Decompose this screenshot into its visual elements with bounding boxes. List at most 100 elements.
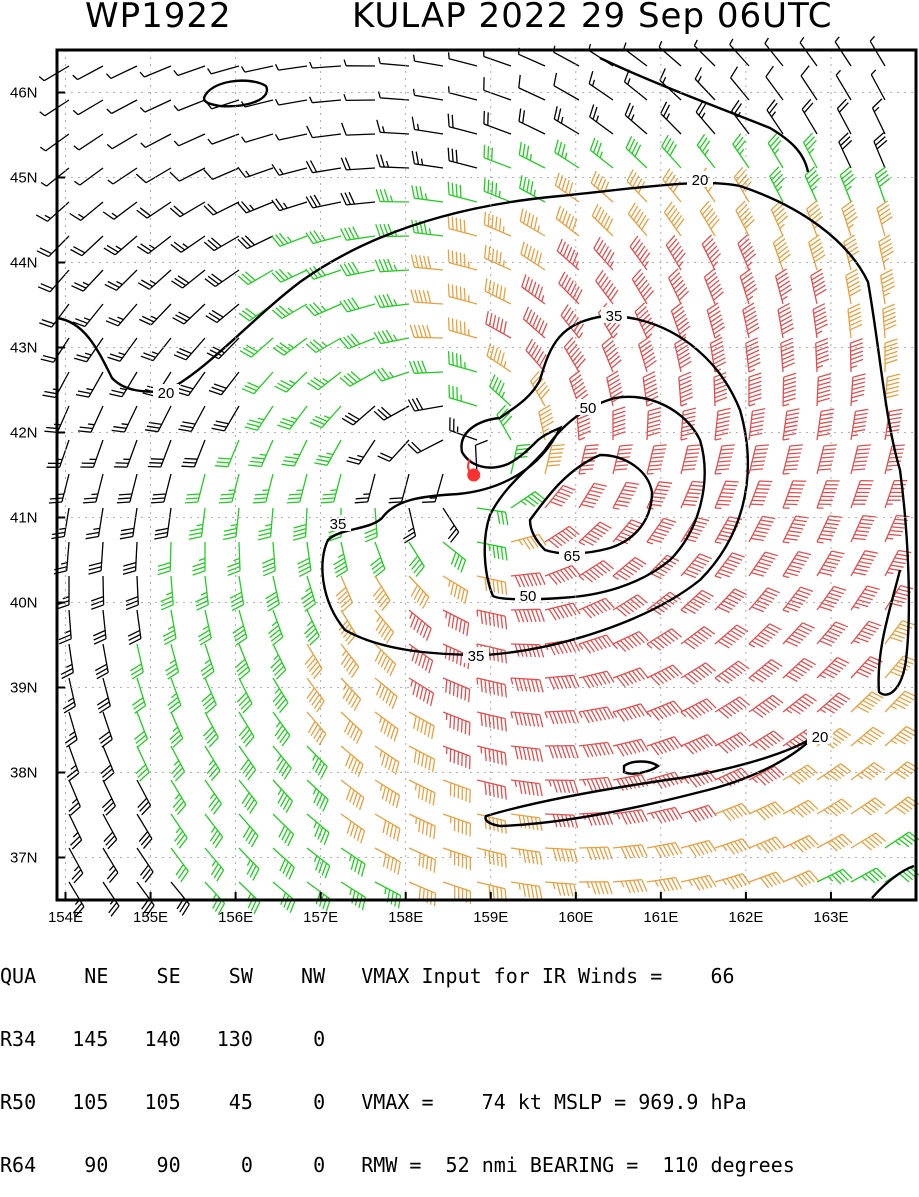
wind-barb (555, 140, 579, 168)
wind-barb (839, 133, 852, 168)
wind-barb (851, 833, 886, 850)
wind-barb (443, 712, 470, 736)
wind-barb (545, 603, 580, 620)
wind-barb (749, 872, 784, 888)
wind-barb (239, 814, 258, 847)
wind-barb (262, 542, 275, 576)
wind-barb (59, 610, 71, 644)
wind-barb (340, 334, 375, 349)
wind-barb (314, 440, 341, 465)
wind-barb (409, 576, 429, 609)
wind-barb (700, 201, 719, 236)
wind-barb (715, 804, 750, 822)
wind-barb (850, 339, 863, 372)
wind-barb (355, 474, 375, 503)
wind-barb (602, 337, 621, 372)
wind-barb (659, 41, 681, 66)
wind-barb (740, 269, 757, 304)
wind-barb (341, 780, 364, 810)
mslp-value: 969.9 (638, 1090, 698, 1114)
wind-barb (484, 145, 511, 168)
wind-barb (851, 763, 885, 780)
wind-barb (170, 202, 205, 217)
wind-barb (411, 255, 443, 271)
rmw-unit: nmi (482, 1153, 518, 1177)
wind-barb (409, 644, 433, 673)
wind-barb (409, 678, 434, 706)
wind-barb (647, 445, 667, 474)
wind-barb (817, 445, 837, 474)
wind-barb (695, 68, 715, 101)
wind-barb (61, 644, 73, 679)
wind-barb (140, 66, 171, 77)
wind-barb (783, 836, 818, 853)
wind-barb (579, 742, 613, 757)
contour-label: 35 (606, 308, 623, 325)
wind-barb (287, 474, 307, 503)
wind-barb (746, 338, 761, 372)
wind-barb (817, 587, 846, 611)
wind-barb (477, 746, 506, 766)
wind-barb (409, 882, 436, 906)
wind-barb (215, 440, 239, 467)
wind-barb (783, 658, 816, 681)
wind-barb (334, 542, 348, 577)
wind-barb (307, 746, 327, 778)
wind-barb (273, 882, 295, 913)
wind-barb (817, 693, 850, 713)
wind-barb (171, 746, 185, 781)
contour-20kt-west (57, 183, 909, 695)
wind-barb (783, 765, 818, 784)
wind-barb (681, 876, 716, 891)
wind-barb (272, 164, 307, 175)
wind-barb (409, 746, 435, 772)
wind-barb (579, 671, 614, 688)
wind-barb (715, 408, 731, 440)
wind-barb (268, 610, 282, 645)
wind-barb (749, 660, 782, 683)
wind-barb (817, 658, 849, 679)
wind-barb (874, 133, 887, 168)
wind-barb (545, 848, 577, 862)
wind-barb (126, 576, 139, 610)
wind-barb (41, 338, 69, 362)
wind-barb (342, 406, 375, 425)
wind-barb (248, 440, 273, 466)
wind-barb (275, 372, 307, 392)
wind-barb (212, 406, 239, 431)
wind-barb (485, 245, 511, 270)
wind-speed-contours (57, 58, 914, 898)
wind-barb (873, 99, 886, 134)
wind-barb (486, 311, 511, 338)
wind-barb (589, 71, 613, 100)
wind-barb (681, 805, 716, 822)
wind-barb (545, 882, 577, 897)
wind-barb (511, 678, 543, 692)
wind-barb (749, 516, 775, 542)
wind-barb (134, 712, 147, 747)
wind-barb (306, 338, 341, 353)
wind-barb (173, 304, 205, 324)
wind-barb (375, 644, 396, 676)
wind-barb (307, 678, 324, 712)
wind-barb (170, 168, 205, 181)
wind-barb (879, 235, 894, 270)
wind-barb (89, 542, 104, 574)
r64-row: R64 90 90 0 0 RMW = 52 nmi BEARING = 110… (0, 1155, 795, 1176)
wind-barb (341, 227, 375, 240)
vmax-ir-label: VMAX Input for IR Winds = (361, 964, 662, 988)
wind-barb (273, 338, 307, 355)
vmax-value: 74 (482, 1090, 506, 1114)
wind-barb (136, 168, 171, 183)
wind-barb (375, 882, 401, 908)
wind-barb (373, 576, 390, 611)
wind-barb (69, 780, 80, 815)
wind-barb (412, 117, 443, 134)
mslp-unit: hPa (711, 1090, 747, 1114)
wind-barb (662, 135, 681, 168)
wind-barb (596, 270, 618, 304)
wind-barb (106, 304, 137, 326)
wind-barb (448, 216, 477, 236)
wind-barb (86, 508, 103, 539)
